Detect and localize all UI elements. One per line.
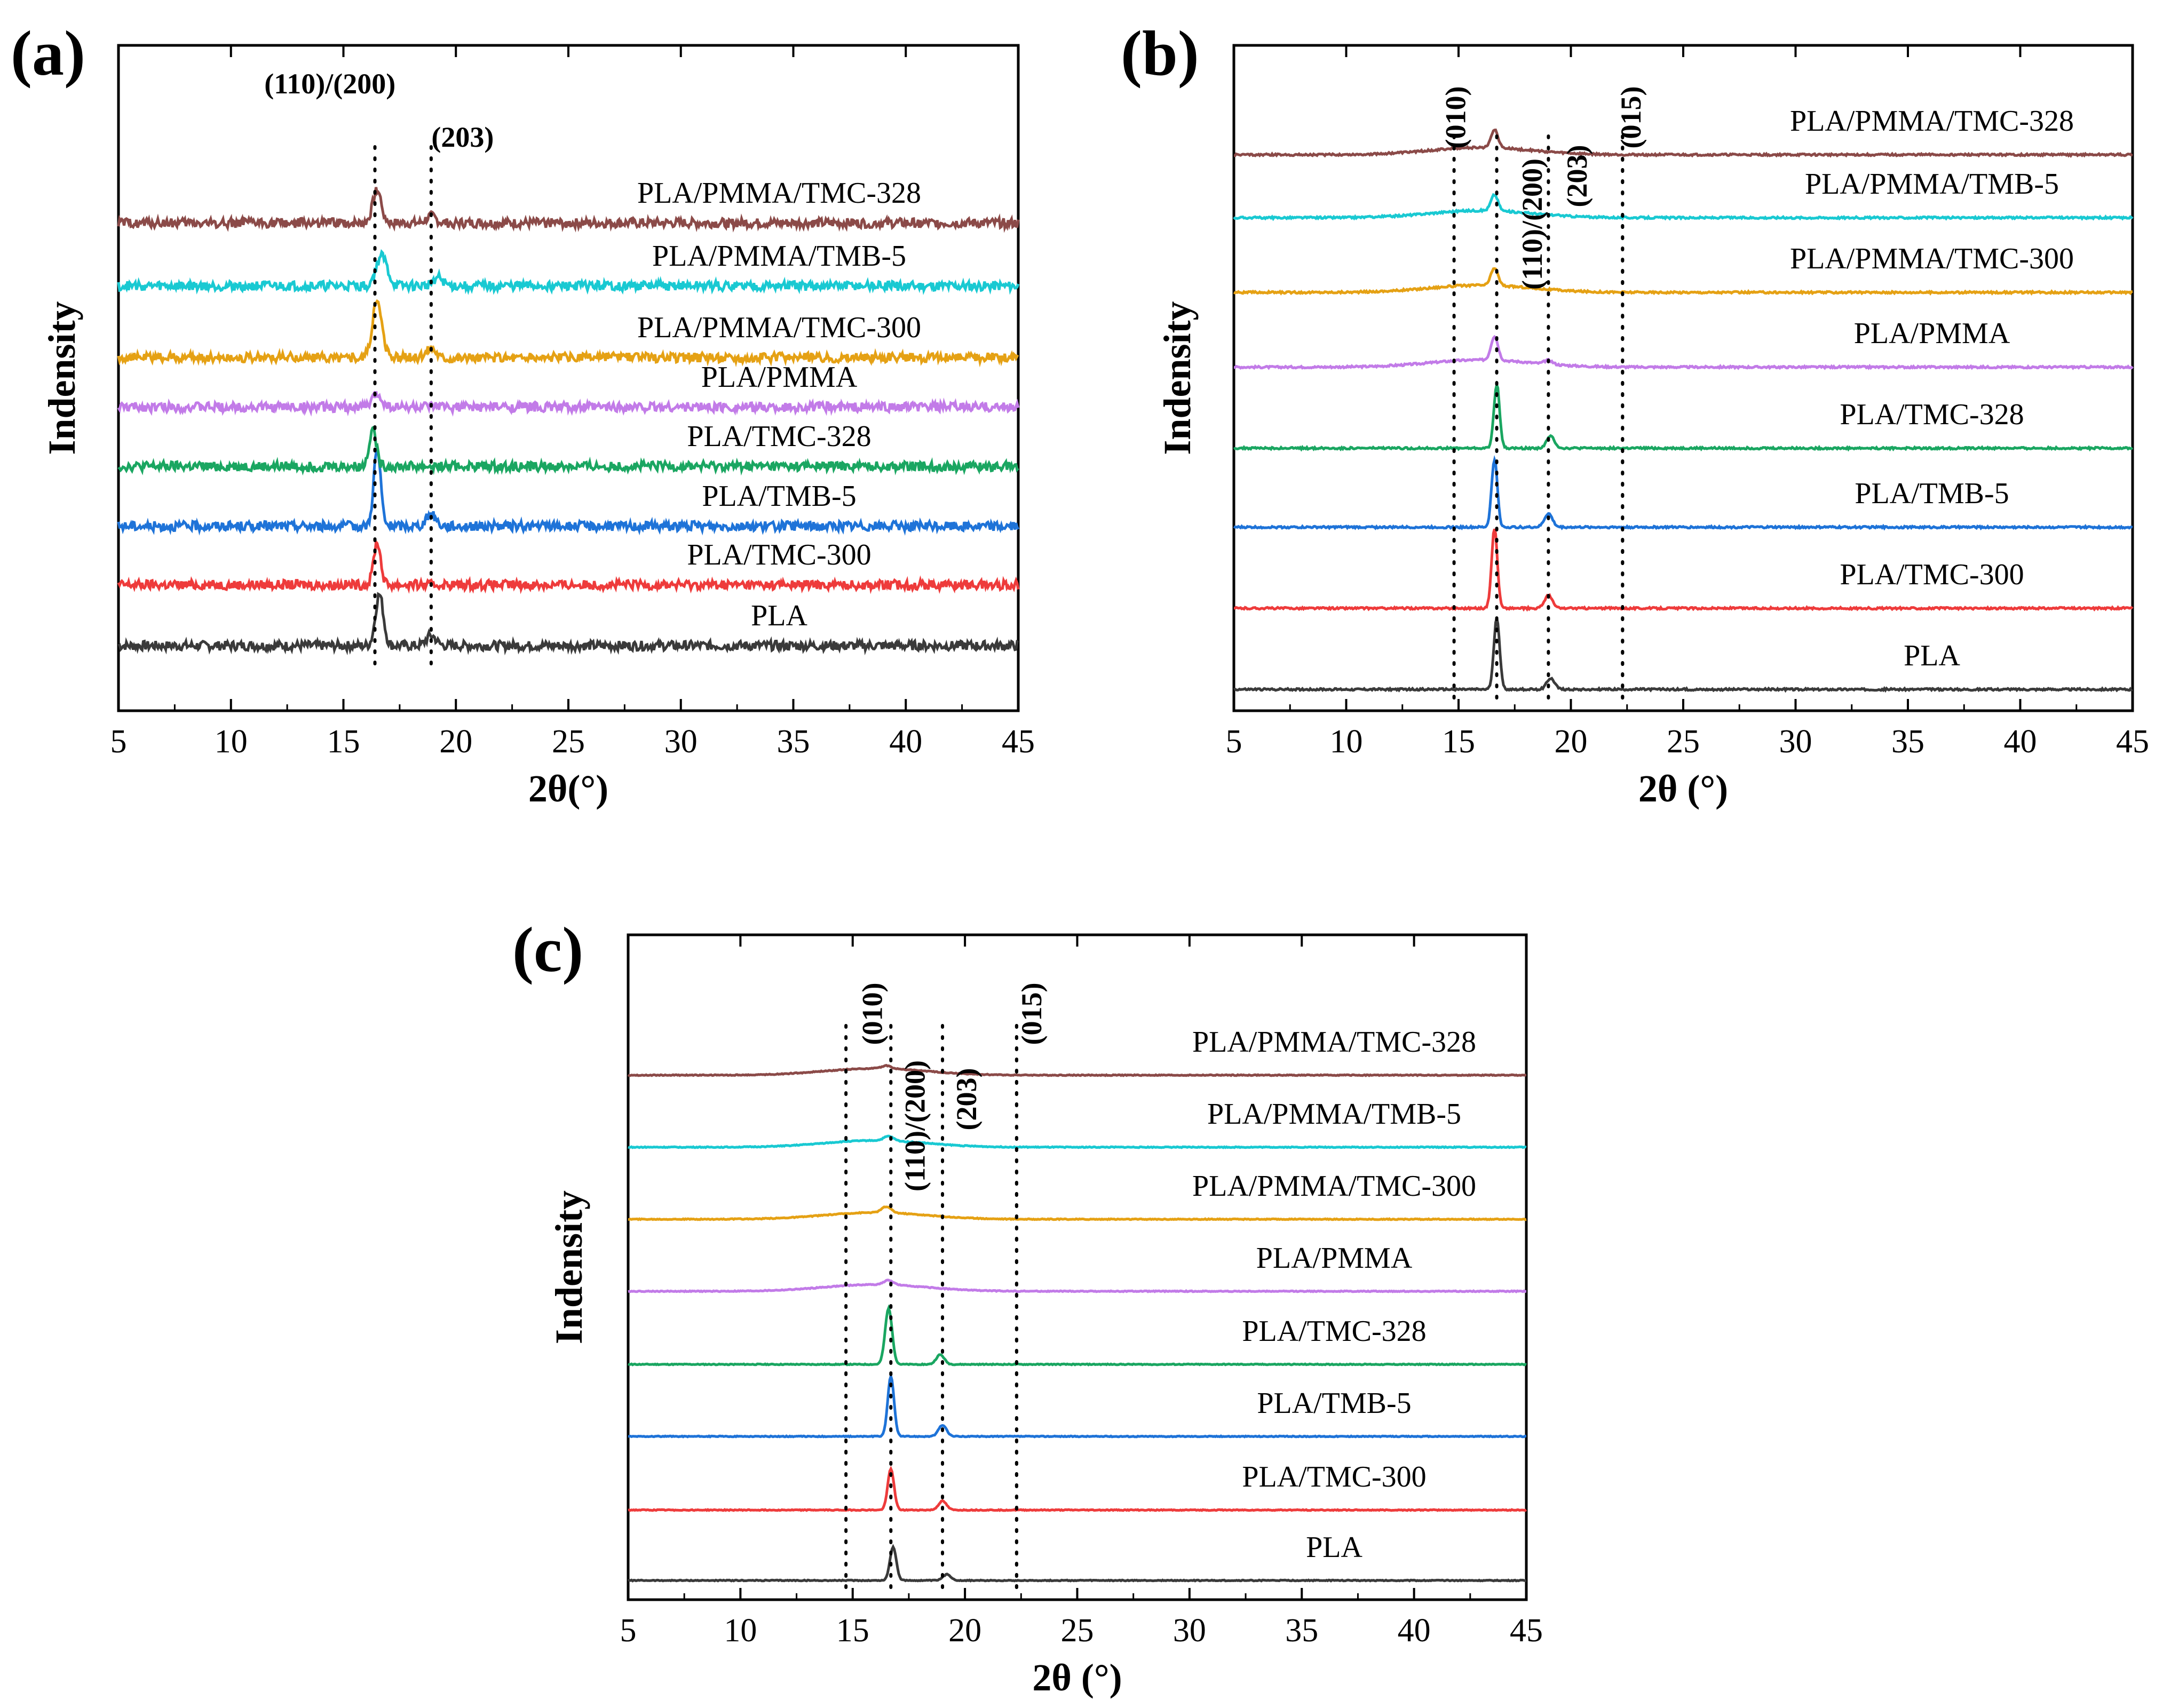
series-label: PLA/TMC-300: [687, 538, 871, 571]
series-label: PLA: [1306, 1531, 1362, 1564]
x-tick-label: 25: [1061, 1612, 1094, 1649]
panel-label: (b): [1121, 18, 1199, 89]
x-tick-label: 30: [1173, 1612, 1206, 1649]
x-axis-title: 2θ(°): [528, 767, 608, 810]
series-label: PLA/PMMA/TMC-328: [1790, 105, 2074, 138]
series-line: [117, 592, 1019, 656]
x-tick-label: 15: [1442, 724, 1475, 760]
x-tick-label: 40: [2004, 724, 2037, 760]
series-line: [1233, 617, 2133, 693]
series-label: PLA: [1904, 639, 1960, 672]
series-line: [117, 538, 1020, 594]
x-tick-label: 15: [836, 1612, 869, 1649]
peak-label: (110)/(200): [1516, 158, 1548, 290]
panel-c: 5 10 15 20 25 30 35 40 45 2θ (°) Indensity (c) PLA PL…: [512, 914, 1543, 1699]
x-tick-label: 25: [552, 724, 585, 760]
peak-label: (010): [1440, 86, 1472, 149]
series-label: PLA/TMC-300: [1840, 558, 2024, 591]
series-label: PLA/PMMA: [1256, 1242, 1413, 1275]
x-tick-label: 5: [620, 1612, 637, 1649]
x-tick-label: 10: [215, 724, 248, 760]
series-label: PLA/TMB-5: [1855, 477, 2009, 510]
x-tick-label: 35: [1891, 724, 1924, 760]
x-tick-label: 20: [1555, 724, 1588, 760]
series-label: PLA/TMC-328: [1840, 398, 2024, 431]
x-tick-label: 45: [1510, 1612, 1543, 1649]
x-tick-label: 45: [2116, 724, 2149, 760]
x-tick-label: 20: [439, 724, 472, 760]
x-tick-label: 45: [1002, 724, 1035, 760]
x-tick-label: 40: [889, 724, 922, 760]
series-line: [117, 425, 1019, 476]
peak-label: (203): [950, 1068, 983, 1131]
series-line: [117, 299, 1019, 368]
series-label: PLA/PMMA/TMB-5: [1805, 168, 2059, 201]
series-line: [117, 447, 1020, 536]
series-line: [628, 1465, 1527, 1512]
series-label: PLA/PMMA/TMC-328: [637, 177, 921, 210]
series-line: [1234, 335, 2134, 370]
series-line: [1233, 128, 2133, 158]
series-line: [628, 1205, 1527, 1221]
x-tick-label: 40: [1398, 1612, 1431, 1649]
x-axis-title: 2θ (°): [1638, 767, 1728, 810]
series-line: [1233, 193, 2134, 221]
series-line: [117, 249, 1020, 296]
series-label: PLA/TMC-300: [1242, 1460, 1426, 1493]
series-line: [117, 390, 1020, 417]
x-tick-label: 35: [777, 724, 810, 760]
x-tick-label: 25: [1667, 724, 1700, 760]
x-tick-label: 35: [1285, 1612, 1318, 1649]
y-axis-title: Indensity: [548, 1190, 590, 1344]
series-line: [1233, 455, 2133, 531]
series-line: [1233, 528, 2134, 612]
series-label: PLA/PMMA/TMB-5: [1207, 1098, 1461, 1131]
panel-b: 5 10 15 20 25 30 35 40 45 2θ (°) Indensity (b) PLA PL…: [1121, 18, 2149, 810]
series-line: [628, 1544, 1527, 1583]
series-label: PLA: [751, 599, 807, 632]
x-tick-label: 10: [1330, 724, 1363, 760]
peak-label: (015): [1016, 983, 1048, 1045]
x-tick-label: 15: [327, 724, 360, 760]
series-label: PLA/PMMA/TMB-5: [652, 240, 906, 273]
peak-label: (110)/(200): [264, 68, 395, 100]
series-label: PLA/TMB-5: [1257, 1387, 1411, 1420]
series-line: [1233, 380, 2134, 452]
peak-label: (015): [1615, 86, 1647, 149]
plot-frame: [117, 44, 1020, 712]
x-axis-title: 2θ (°): [1032, 1656, 1122, 1699]
peak-label: (110)/(200): [899, 1060, 931, 1191]
series-label: PLA/TMC-328: [687, 420, 871, 453]
series-label: PLA/PMMA: [1854, 317, 2010, 350]
series-label: PLA/PMMA: [701, 361, 858, 394]
series-line: [1233, 267, 2133, 296]
series-line: [627, 1063, 1527, 1077]
series-label: PLA/PMMA/TMC-300: [1192, 1170, 1476, 1203]
series-label: PLA/PMMA/TMC-300: [637, 311, 921, 344]
x-tick-label: 5: [110, 724, 127, 760]
y-axis-title: Indensity: [41, 301, 83, 455]
panel-label: (a): [11, 18, 85, 89]
x-tick-label: 30: [664, 724, 698, 760]
series-line: [117, 187, 1020, 233]
series-line: [628, 1371, 1527, 1439]
series-label: PLA/PMMA/TMC-328: [1192, 1026, 1476, 1059]
peak-label: (203): [431, 121, 494, 153]
series-line: [628, 1278, 1527, 1293]
series-line: [628, 1304, 1527, 1367]
series-line: [628, 1134, 1527, 1149]
peak-label: (010): [856, 983, 888, 1045]
series-label: PLA/PMMA/TMC-300: [1790, 242, 2074, 275]
x-tick-label: 5: [1226, 724, 1242, 760]
panel-label: (c): [512, 914, 583, 985]
series-label: PLA/TMB-5: [702, 480, 856, 513]
x-tick-label: 10: [724, 1612, 757, 1649]
x-tick-label: 30: [1779, 724, 1812, 760]
peak-label: (203): [1561, 145, 1593, 208]
y-axis-title: Indensity: [1156, 301, 1199, 455]
panel-a: 5 10 15 20 25 30 35 40 45 2θ(°) Indensity (a) PLA PLA…: [11, 18, 1035, 810]
x-tick-label: 20: [948, 1612, 981, 1649]
series-label: PLA/TMC-328: [1242, 1315, 1426, 1348]
